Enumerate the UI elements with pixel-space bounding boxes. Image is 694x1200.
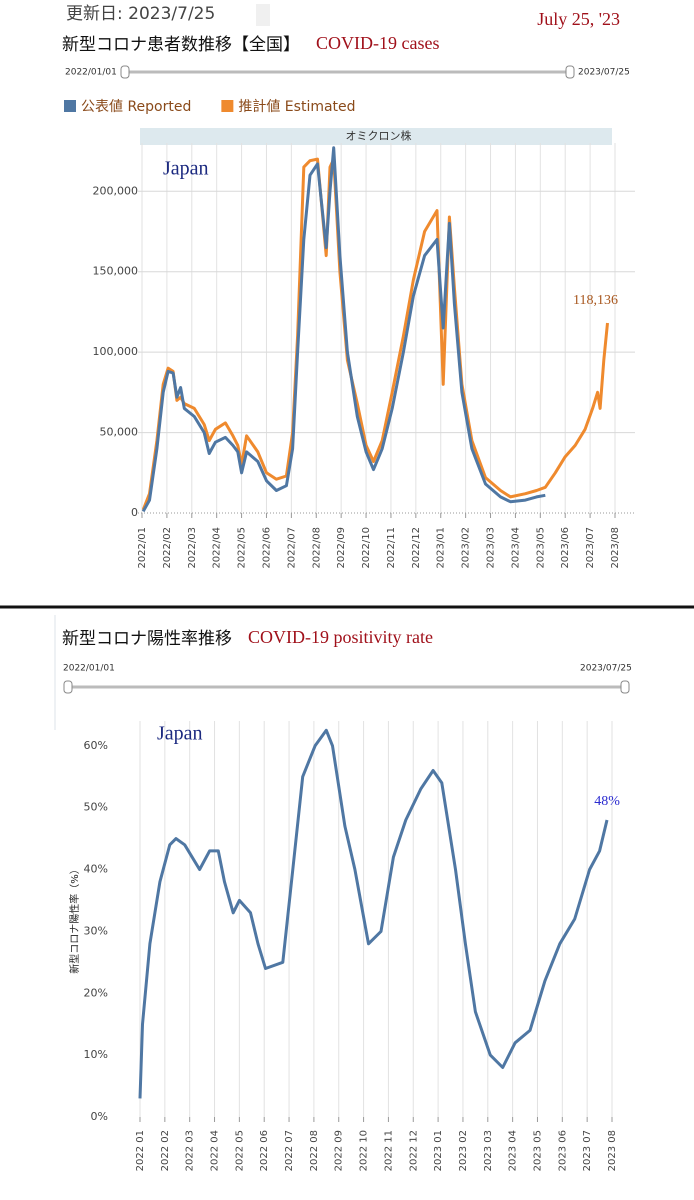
x-tick-label: 2023 02 — [458, 1130, 469, 1171]
x-tick-label: 2023/06 — [560, 527, 571, 569]
y-tick-label: 50,000 — [100, 426, 139, 439]
x-tick-label: 2023/03 — [486, 527, 497, 569]
x-tick-label: 2022/07 — [286, 527, 297, 569]
x-tick-label: 2023 05 — [532, 1130, 543, 1171]
x-tick-label: 2023/01 — [436, 527, 447, 569]
x-tick-label: 2022 12 — [408, 1130, 419, 1171]
x-tick-label: 2022 07 — [284, 1130, 295, 1171]
x-tick-label: 2022/08 — [311, 527, 322, 569]
x-tick-label: 2023 07 — [582, 1130, 593, 1171]
x-tick-label: 2022 04 — [210, 1130, 221, 1171]
x-tick-label: 2023/02 — [461, 527, 472, 569]
chart-title: 新型コロナ患者数推移【全国】 — [62, 35, 300, 55]
y-tick-label: 20% — [84, 986, 108, 999]
slider-handle — [565, 65, 575, 79]
line-series — [138, 728, 609, 1099]
y-tick-label: 0 — [131, 506, 138, 519]
y-tick-label: 100,000 — [93, 345, 139, 358]
x-tick-label: 2022 01 — [135, 1130, 146, 1171]
x-tick-label: 2022 06 — [259, 1130, 270, 1171]
x-tick-label: 2022/11 — [386, 527, 397, 569]
y-tick-label: 50% — [84, 801, 108, 814]
x-tick-label: 2022/03 — [187, 527, 198, 569]
date-note: July 25, '23 — [537, 9, 620, 29]
x-tick-label: 2023 01 — [433, 1130, 444, 1171]
x-tick-label: 2023 03 — [483, 1130, 494, 1171]
x-tick-label: 2023/08 — [610, 527, 621, 569]
x-tick-label: 2022 02 — [160, 1130, 171, 1171]
y-tick-label: 150,000 — [93, 265, 139, 278]
value-label: 118,136 — [573, 293, 618, 308]
x-tick-label: 2022/09 — [336, 527, 347, 569]
x-tick-label: 2022/04 — [212, 527, 223, 569]
variant-band-label: オミクロン株 — [346, 129, 412, 143]
x-tick-label: 2023 08 — [607, 1130, 618, 1171]
x-tick-label: 2023 04 — [508, 1130, 519, 1171]
y-tick-label: 40% — [84, 863, 108, 876]
x-tick-label: 2023/07 — [585, 527, 596, 569]
chart-title: 新型コロナ陽性率推移 — [62, 629, 232, 649]
legend-swatch — [64, 100, 76, 112]
x-tick-label: 2023/05 — [535, 527, 546, 569]
date-box — [256, 4, 270, 26]
x-tick-label: 2023 06 — [557, 1130, 568, 1171]
variant-band — [140, 128, 612, 145]
x-tick-label: 2022/01 — [137, 527, 148, 569]
x-tick-label: 2022/06 — [261, 527, 272, 569]
y-tick-label: 30% — [84, 924, 108, 937]
range-end: 2023/07/25 — [578, 68, 630, 78]
x-tick-label: 2022 05 — [234, 1130, 245, 1171]
y-tick-label: 0% — [91, 1110, 108, 1123]
annotation: Japan — [157, 723, 203, 745]
y-axis-label: 新型コロナ陽性率（%） — [68, 864, 81, 974]
x-tick-label: 2023/04 — [510, 527, 521, 569]
line-series — [141, 146, 546, 513]
updated-date: 更新日: 2023/7/25 — [66, 4, 215, 24]
slider-handle — [620, 680, 630, 694]
slider-handle — [120, 65, 130, 79]
chart-title-en: COVID-19 cases — [316, 33, 439, 53]
legend-label: 公表値 Reported — [81, 99, 191, 115]
chart-title-en: COVID-19 positivity rate — [248, 627, 433, 647]
value-label: 48% — [594, 794, 620, 809]
y-tick-label: 60% — [84, 739, 108, 752]
x-tick-label: 2022/12 — [411, 527, 422, 569]
x-tick-label: 2022/05 — [237, 527, 248, 569]
annotation: Japan — [163, 158, 209, 180]
y-tick-label: 200,000 — [93, 184, 139, 197]
range-start: 2022/01/01 — [65, 68, 117, 78]
y-tick-label: 10% — [84, 1048, 108, 1061]
x-tick-label: 2022 11 — [383, 1130, 394, 1171]
x-tick-label: 2022 09 — [334, 1130, 345, 1171]
x-tick-label: 2022 10 — [359, 1130, 370, 1171]
legend-label: 推計値 Estimated — [238, 99, 355, 115]
range-end: 2023/07/25 — [580, 664, 632, 674]
x-tick-label: 2022 03 — [185, 1130, 196, 1171]
slider-handle — [63, 680, 73, 694]
x-tick-label: 2022/02 — [162, 527, 173, 569]
x-tick-label: 2022/10 — [361, 527, 372, 569]
range-start: 2022/01/01 — [63, 664, 115, 674]
x-tick-label: 2022 08 — [309, 1130, 320, 1171]
legend-swatch — [221, 100, 234, 112]
